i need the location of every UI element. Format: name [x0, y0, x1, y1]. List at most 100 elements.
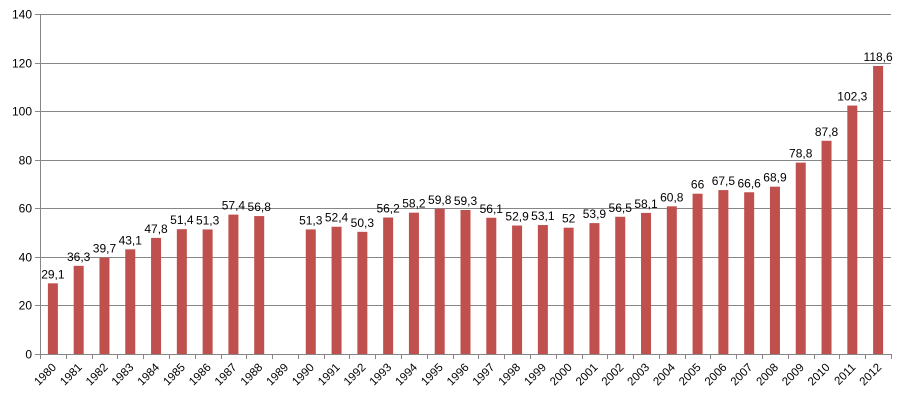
x-tick-label: 2001	[574, 362, 601, 389]
bar	[460, 209, 471, 354]
data-label: 60,8	[660, 190, 684, 204]
data-label: 56,2	[376, 202, 400, 216]
data-label: 56,5	[609, 201, 633, 215]
x-tick-label: 1988	[239, 362, 266, 389]
y-tick-label: 40	[19, 251, 33, 265]
data-label: 52,9	[505, 210, 529, 224]
bar	[357, 231, 368, 354]
x-tick-label: 2002	[600, 362, 627, 389]
data-label: 43,1	[119, 233, 143, 247]
x-tick-label: 1994	[393, 361, 420, 388]
bar	[769, 186, 780, 354]
bar	[615, 216, 626, 354]
bar	[744, 192, 755, 354]
bar	[383, 217, 394, 354]
y-tick-label: 80	[19, 154, 33, 168]
bar	[537, 225, 548, 354]
data-label: 47,8	[144, 222, 168, 236]
bar	[305, 229, 316, 354]
x-tick-label: 1986	[187, 362, 214, 389]
data-label: 51,3	[299, 213, 323, 227]
x-tick-label: 1996	[445, 362, 472, 389]
data-label: 87,8	[815, 125, 839, 139]
y-tick-label: 100	[12, 105, 32, 119]
x-tick-label: 2008	[754, 362, 781, 389]
data-label: 68,9	[763, 171, 787, 185]
bar	[434, 208, 445, 354]
x-tick-label: 1997	[471, 362, 498, 389]
bar	[73, 265, 84, 354]
bar	[151, 237, 162, 354]
x-tick-label: 2011	[832, 362, 858, 388]
x-tick-label: 1981	[58, 362, 85, 389]
bar	[873, 65, 884, 354]
bar	[408, 212, 419, 354]
x-tick-label: 1982	[84, 362, 111, 389]
bar	[176, 229, 187, 354]
data-label: 29,1	[41, 267, 65, 281]
bar	[847, 105, 858, 354]
bar	[589, 223, 600, 354]
data-label: 51,4	[170, 213, 194, 227]
bar	[202, 229, 213, 354]
data-label: 67,5	[712, 174, 736, 188]
x-tick-label: 1985	[161, 362, 188, 389]
bar	[331, 226, 342, 354]
y-tick-label: 140	[12, 8, 32, 22]
x-tick-label: 1998	[497, 362, 524, 389]
data-label: 102,3	[837, 90, 867, 104]
x-tick-label: 1992	[342, 362, 369, 389]
x-tick-label: 1993	[368, 362, 395, 389]
x-tick-label: 1989	[265, 362, 292, 389]
data-label: 66,6	[737, 176, 761, 190]
x-tick-label: 2000	[548, 362, 575, 389]
bar	[228, 214, 239, 354]
x-tick-label: 1983	[110, 362, 137, 389]
bar	[563, 227, 574, 354]
y-tick-label: 120	[12, 57, 32, 71]
data-label: 36,3	[67, 250, 91, 264]
data-label: 58,2	[402, 197, 426, 211]
data-label: 56,1	[480, 202, 504, 216]
data-label: 59,8	[428, 193, 452, 207]
data-label: 52	[562, 212, 576, 226]
x-tick-labels: 1980 1981 1982 1983 1984 1985 1986 1987 1988 1989…	[32, 361, 884, 388]
bar	[641, 212, 652, 354]
bar	[47, 283, 58, 354]
x-tick-label: 2004	[651, 361, 678, 388]
y-tick-label: 60	[19, 202, 33, 216]
y-tick-labels: 0 20 40 60 80 100 120 140	[12, 8, 32, 362]
data-label: 39,7	[93, 242, 117, 256]
bar	[692, 193, 703, 354]
data-label: 118,6	[864, 50, 893, 64]
axes	[35, 14, 892, 359]
x-tick-label: 1995	[419, 362, 446, 389]
x-tick-label: 2006	[703, 362, 730, 389]
x-tick-label: 2007	[729, 362, 756, 389]
y-tick-label: 20	[19, 299, 33, 313]
x-tick-label: 1991	[316, 362, 343, 389]
x-tick-label: 1990	[290, 362, 317, 389]
bar	[718, 190, 729, 354]
bar	[254, 216, 265, 354]
bar	[666, 206, 677, 354]
x-tick-label: 2005	[677, 362, 704, 389]
data-label: 53,1	[531, 209, 555, 223]
data-labels: 29,136,339,743,147,851,4 51,357,4 56,851,3…	[41, 50, 893, 281]
bar	[821, 140, 832, 354]
data-label: 56,8	[248, 200, 272, 214]
bar	[512, 225, 523, 354]
x-tick-label: 2010	[806, 362, 833, 389]
x-tick-label: 1980	[32, 362, 59, 389]
data-label: 78,8	[789, 147, 813, 161]
x-tick-label: 1999	[522, 362, 549, 389]
x-tick-label: 2003	[626, 362, 653, 389]
bar	[99, 257, 110, 354]
data-label: 52,4	[325, 211, 349, 225]
data-label: 50,3	[351, 216, 375, 230]
bar	[125, 249, 136, 354]
x-tick-label: 1987	[213, 362, 240, 389]
x-tick-label: 2012	[858, 362, 885, 389]
